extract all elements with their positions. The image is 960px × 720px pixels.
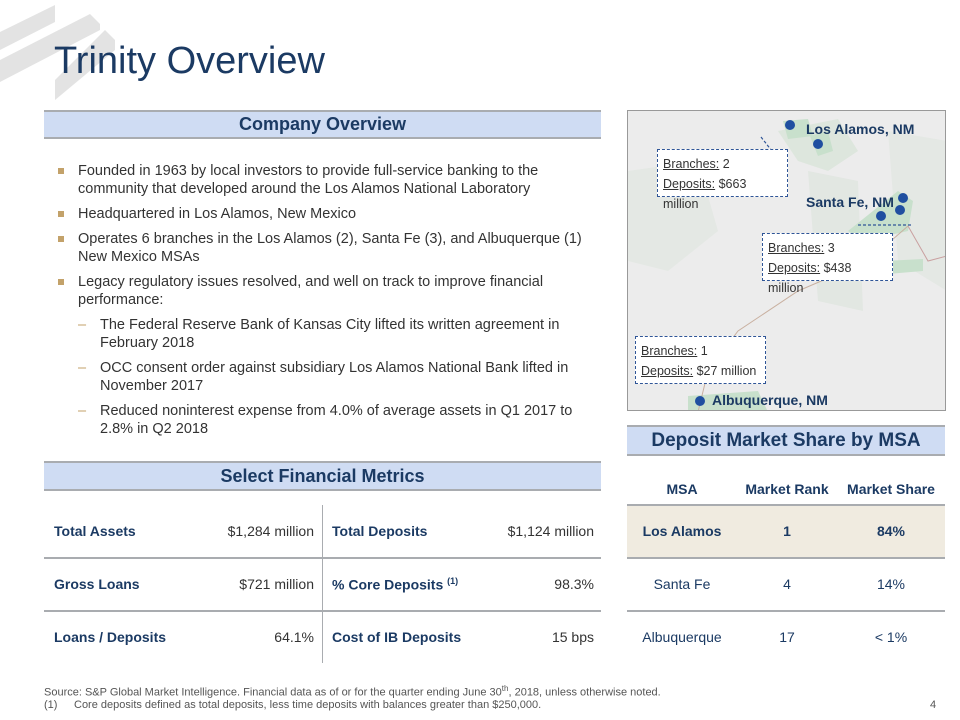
divider — [627, 557, 945, 559]
divider — [627, 610, 945, 612]
financial-metrics-heading: Select Financial Metrics — [44, 461, 601, 491]
metric-label: Total Deposits — [332, 523, 428, 539]
metric-value: $1,284 million — [227, 523, 314, 539]
metrics-divider — [322, 505, 323, 663]
branch-map: Los Alamos, NM Santa Fe, NM Albuquerque,… — [627, 110, 946, 411]
metric-value: 98.3% — [554, 576, 594, 592]
column-header: MSA — [666, 481, 698, 497]
deposits-label: Deposits: — [641, 364, 694, 378]
metric-value: 64.1% — [274, 629, 314, 645]
msa-cell: Los Alamos — [642, 523, 722, 539]
source-text: Source: S&P Global Market Intelligence. … — [44, 686, 502, 699]
branches-value: 2 — [722, 157, 730, 171]
deposits-label: Deposits: — [663, 177, 716, 191]
callout-albuquerque: Branches: 1 Deposits: $27 million — [635, 336, 766, 384]
msa-cell: Santa Fe — [653, 576, 711, 592]
metric-label: Total Assets — [54, 523, 136, 539]
branch-dot — [898, 193, 908, 203]
divider — [44, 557, 601, 559]
logo-stripes — [0, 5, 115, 100]
metric-label: Cost of IB Deposits — [332, 629, 462, 645]
metric-value: $1,124 million — [507, 523, 594, 539]
rank-cell: 17 — [779, 629, 795, 645]
branches-value: 3 — [827, 241, 835, 255]
callout-santa-fe: Branches: 3 Deposits: $438 million — [762, 233, 893, 295]
page-title: Trinity Overview — [54, 40, 325, 82]
column-header: Market Share — [847, 481, 935, 497]
bullet: Founded in 1963 by local investors to pr… — [56, 162, 596, 198]
metrics-row: Loans / Deposits 64.1% Cost of IB Deposi… — [54, 627, 594, 647]
metric-label: Loans / Deposits — [54, 629, 167, 645]
metrics-row: Gross Loans $721 million % Core Deposits… — [54, 574, 594, 594]
metric-label-wrap: % Core Deposits (1) — [332, 576, 482, 593]
sub-bullet: Reduced noninterest expense from 4.0% of… — [56, 402, 596, 438]
branches-label: Branches: — [641, 344, 698, 358]
page-number: 4 — [930, 699, 937, 711]
map-label-los-alamos: Los Alamos, NM — [806, 121, 915, 137]
footnote-text: Core deposits defined as total deposits,… — [74, 699, 542, 711]
source-text-end: , 2018, unless otherwise noted. — [508, 686, 661, 699]
metric-label: Gross Loans — [54, 576, 140, 592]
source-footnote: Source: S&P Global Market Intelligence. … — [44, 684, 661, 699]
core-deposits-footnote: (1) Core deposits defined as total deposi… — [44, 699, 541, 711]
branches-label: Branches: — [768, 241, 825, 255]
share-cell: < 1% — [874, 629, 908, 645]
company-overview-bullets: Founded in 1963 by local investors to pr… — [56, 162, 596, 445]
branch-dot — [876, 211, 886, 221]
metric-value: $721 million — [239, 576, 314, 592]
company-overview-heading: Company Overview — [44, 110, 601, 139]
divider — [627, 504, 945, 506]
footnote-number: (1) — [44, 699, 58, 711]
branches-value: 1 — [700, 344, 708, 358]
highlight-row-bg — [627, 506, 945, 557]
msa-cell: Albuquerque — [642, 629, 722, 645]
rank-cell: 1 — [783, 523, 791, 539]
deposits-value: $663 million — [663, 177, 747, 211]
share-cell: 84% — [876, 523, 906, 539]
metric-value: 15 bps — [551, 629, 594, 645]
sub-bullet: The Federal Reserve Bank of Kansas City … — [56, 316, 596, 352]
callout-los-alamos: Branches: 2 Deposits: $663 million — [657, 149, 788, 211]
divider — [44, 610, 601, 612]
branch-dot — [785, 120, 795, 130]
metric-label: % Core Deposits — [332, 576, 444, 593]
branch-dot — [813, 139, 823, 149]
deposits-value: $438 million — [768, 261, 852, 295]
bullet: Legacy regulatory issues resolved, and w… — [56, 273, 596, 309]
sub-bullet: OCC consent order against subsidiary Los… — [56, 359, 596, 395]
deposits-value: $27 million — [696, 364, 757, 378]
branches-label: Branches: — [663, 157, 720, 171]
share-cell: 14% — [876, 576, 906, 592]
footnote-ref: (1) — [447, 575, 459, 586]
column-header: Market Rank — [745, 481, 829, 497]
source-sup: th — [501, 684, 509, 693]
market-share-heading: Deposit Market Share by MSA — [627, 425, 945, 456]
metrics-row: Total Assets $1,284 million Total Deposi… — [54, 521, 594, 541]
bullet: Operates 6 branches in the Los Alamos (2… — [56, 230, 596, 266]
deposits-label: Deposits: — [768, 261, 821, 275]
bullet: Headquartered in Los Alamos, New Mexico — [56, 205, 596, 223]
rank-cell: 4 — [783, 576, 791, 592]
branch-dot — [895, 205, 905, 215]
map-label-albuquerque: Albuquerque, NM — [712, 392, 828, 408]
branch-dot — [695, 396, 705, 406]
map-label-santa-fe: Santa Fe, NM — [806, 194, 894, 210]
